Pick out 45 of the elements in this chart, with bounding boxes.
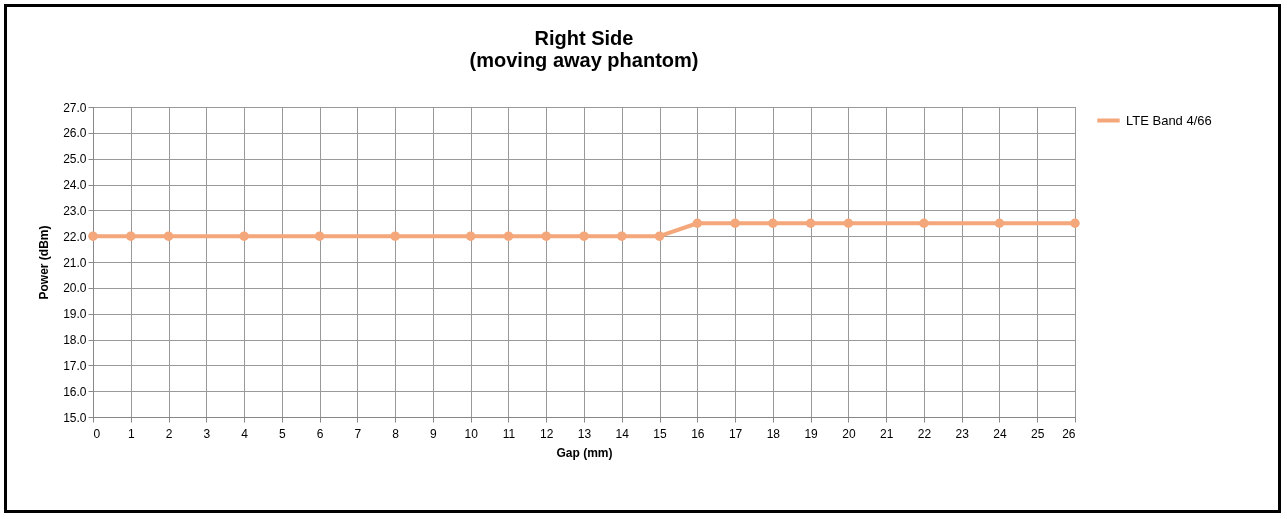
x-tick-label: 8 [392, 426, 400, 441]
y-tick-label: 16.0 [63, 384, 87, 399]
y-axis-title: Power (dBm) [37, 225, 52, 300]
y-tick-label: 21.0 [63, 255, 87, 270]
x-tick-label: 12 [540, 426, 554, 441]
x-axis-title: Gap (mm) [556, 445, 613, 460]
x-tick-label: 0 [93, 426, 101, 441]
x-tick-label: 17 [728, 426, 743, 441]
x-tick-label: 20 [842, 426, 856, 441]
x-tick-label: 4 [241, 426, 249, 441]
y-tick-label: 25.0 [63, 152, 87, 167]
x-tick-label: 9 [430, 426, 438, 441]
x-tick-label: 26 [1062, 426, 1076, 441]
x-tick-label: 6 [316, 426, 324, 441]
x-tick-label: 15 [653, 426, 668, 441]
text: (moving away phantom) [469, 49, 699, 71]
x-tick-label: 19 [804, 426, 819, 441]
x-tick-label: 25 [1031, 426, 1045, 441]
x-tick-label: 5 [279, 426, 286, 441]
y-tick-label: 17.0 [63, 358, 87, 373]
y-tick-label: 22.0 [63, 229, 87, 244]
y-tick-label: 18.0 [63, 333, 87, 347]
x-tick-label: 21 [879, 426, 894, 441]
y-tick-label: 26.0 [63, 126, 87, 141]
x-tick-label: 1 [127, 426, 135, 441]
x-tick-label: 7 [354, 426, 362, 441]
y-tick-label: 19.0 [63, 307, 87, 322]
y-tick-label: 24.0 [63, 178, 87, 192]
x-tick-label: 16 [691, 426, 705, 441]
x-tick-label: 3 [203, 426, 211, 441]
x-tick-label: 10 [464, 426, 479, 441]
y-tick-label: 15.0 [63, 410, 87, 425]
x-tick-label: 13 [577, 426, 592, 441]
x-tick-label: 23 [955, 426, 970, 441]
y-tick-label: 23.0 [63, 203, 87, 218]
legend-label: LTE Band 4/66 [1126, 112, 1212, 128]
x-tick-label: 11 [502, 426, 516, 441]
x-tick-label: 22 [917, 426, 932, 441]
x-tick-label: 14 [615, 426, 630, 441]
x-tick-label: 2 [165, 426, 173, 441]
y-tick-label: 20.0 [63, 281, 87, 296]
x-tick-label: 24 [993, 426, 1007, 441]
y-tick-label: 27.0 [63, 100, 87, 115]
x-tick-label: 18 [766, 426, 781, 441]
text: Right Side [534, 27, 634, 49]
